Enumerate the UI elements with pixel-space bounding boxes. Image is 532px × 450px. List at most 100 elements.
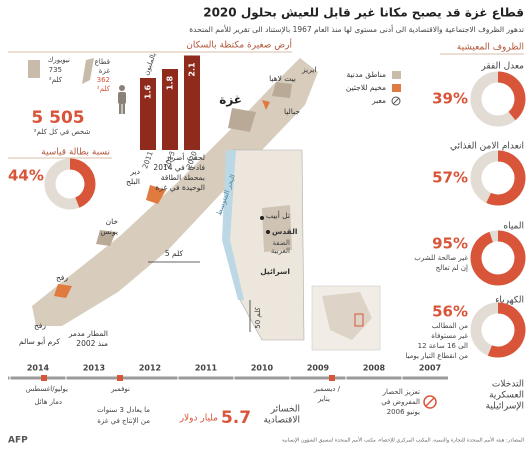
- donut-arc: [487, 302, 526, 358]
- event-label: المفروض في: [381, 398, 420, 406]
- legend-label: مخيم للاجئين: [346, 83, 386, 92]
- growth-bar: [184, 55, 200, 150]
- place-label: جباليا: [284, 107, 300, 116]
- legend-label: معبر: [371, 96, 386, 105]
- year-label: 2011: [195, 364, 218, 373]
- city-dot: [266, 230, 270, 234]
- indicator-value: 56%: [432, 303, 468, 321]
- indicator-note: غير مستوفاة: [431, 332, 468, 340]
- event-label: يوليو/اغسطس: [26, 385, 68, 393]
- donut-arc: [486, 150, 526, 206]
- growth-bar: [162, 69, 178, 150]
- indicator-note: من انقطاع التيار يوميا: [405, 352, 468, 360]
- event-label: يناير: [317, 395, 330, 403]
- density-value: 5 505: [31, 108, 84, 128]
- bar-label: 2.1: [188, 62, 197, 77]
- indicator-note: إن لم تعالج: [436, 264, 468, 272]
- indicator-title: نسبة بطالة قياسية: [41, 148, 110, 158]
- blockade-icon: [423, 395, 437, 409]
- losses-value: 5.7: [221, 408, 251, 428]
- growth-bar: [140, 78, 156, 150]
- density-label: شخص في كل كلم²: [34, 128, 91, 136]
- year-label: 2012: [139, 364, 161, 373]
- year-label: 2013: [83, 364, 105, 373]
- person-icon: [118, 85, 126, 114]
- city-name: نيويورك: [48, 56, 70, 64]
- place-label: يونس: [100, 227, 118, 236]
- area: 362: [97, 76, 110, 84]
- area-unit: كلم²: [97, 85, 111, 93]
- city-dot: [260, 216, 264, 220]
- legend-icon: [391, 96, 401, 106]
- annotation: منذ 2002: [76, 339, 108, 348]
- legend-swatch: [392, 84, 401, 92]
- indicator-title: المياه: [503, 222, 524, 232]
- indicator-value: 39%: [432, 90, 468, 108]
- west-bank: [262, 205, 292, 252]
- new-york-shape: [28, 60, 40, 78]
- indicator-title: الكهرباء: [495, 296, 524, 306]
- place-label: غزة: [219, 93, 242, 107]
- indicator-value: 57%: [432, 169, 468, 187]
- gaza-shape: [82, 58, 94, 84]
- locator-box: [354, 313, 364, 327]
- annotation: المطار مدمر: [68, 329, 108, 338]
- place-label: دير: [129, 167, 140, 176]
- place-label: الضفة: [273, 239, 290, 247]
- legend-label: مناطق مدنية: [347, 70, 387, 79]
- annotation: الوحيدة في غزة: [155, 183, 205, 192]
- source: المصادر: هيئة الأمم المتحدة للتجارة والت…: [282, 437, 524, 444]
- locator-land: [322, 292, 372, 340]
- losses-title: الخسائر: [270, 405, 300, 415]
- losses-title: الاقتصادية: [263, 416, 300, 426]
- place-label: البلح: [126, 177, 140, 186]
- year-label: 2008: [363, 364, 386, 373]
- donut-arc: [497, 71, 526, 121]
- credit: AFP: [8, 436, 28, 446]
- place-label: ايريز: [301, 65, 317, 74]
- gaza-name: قطاع: [95, 58, 110, 66]
- timeline-heading: العسكرية: [489, 391, 524, 401]
- place-label: رفح: [34, 321, 46, 330]
- sea: [222, 150, 244, 300]
- area: 735: [49, 66, 62, 74]
- urban-area: [272, 82, 292, 98]
- event-marker: [117, 375, 123, 381]
- blockade-icon: [425, 397, 435, 407]
- title: قطاع غزة قد يصبح مكانا غير قابل للعيش بح…: [203, 6, 524, 21]
- year-label: 2014: [27, 364, 50, 373]
- urban-area: [228, 108, 256, 132]
- indicator-value: 95%: [432, 235, 468, 253]
- place-label: الغربية: [271, 247, 290, 255]
- urban-area: [96, 230, 116, 246]
- section-heading: الظروف المعيشية: [457, 43, 524, 53]
- year-label: 2009: [307, 364, 330, 373]
- event-marker: [41, 375, 47, 381]
- place-label: القدس: [272, 227, 297, 236]
- gaza-name: غزة: [99, 67, 111, 75]
- place-label: اسرائيل: [260, 267, 290, 276]
- legend-icon: [392, 97, 400, 105]
- refugee-camp: [54, 284, 72, 298]
- event-label: دمار هائل: [34, 398, 62, 406]
- indicator-value: 44%: [8, 167, 44, 185]
- legend-swatch: [392, 71, 401, 79]
- indicator-title: معدل الفقر: [480, 62, 524, 72]
- timeline-heading: التدخلات: [492, 380, 524, 390]
- indicator-note: 12 الى 16 ساعة: [418, 342, 468, 350]
- annotation: لحقت أضرار: [165, 152, 205, 162]
- indicator-note: من المطالب: [432, 322, 469, 330]
- bar-label: 1.8: [166, 75, 175, 90]
- scale-label: 5 كلم: [165, 249, 184, 258]
- year-label: 2010: [251, 364, 274, 373]
- section-heading: أرض صغيرة مكتظة بالسكان: [186, 39, 292, 51]
- event-label: نوفمبر: [110, 385, 130, 393]
- refugee-camp: [262, 100, 270, 110]
- losses-note: ما يعادل 3 سنوات: [97, 406, 150, 414]
- scale-label: 50 كلم: [254, 307, 262, 329]
- event-label: ديسمبر /: [313, 385, 341, 393]
- growth-unit: بالمليون: [142, 52, 158, 77]
